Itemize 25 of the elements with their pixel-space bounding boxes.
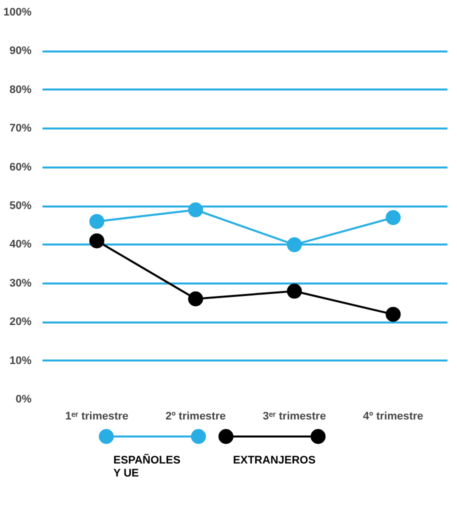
x-tick-label: 3ᵉʳ trimestre [262,410,326,422]
point [188,291,204,306]
y-tick-label: 100% [3,6,32,18]
point [386,210,401,226]
x-tick-label: 4º trimestre [363,410,424,422]
y-tick-label: 10% [9,354,32,367]
legend-label: ESPAÑOLES Y UE [113,454,180,480]
x-tick-label: 2º trimestre [165,410,226,422]
point [286,237,302,252]
legend-label: EXTRANJEROS [233,454,316,466]
y-tick-label: 80% [9,84,32,96]
point [89,233,104,248]
y-tick-label: 70% [9,122,32,135]
y-tick-label: 0% [16,394,32,406]
y-tick-label: 20% [9,316,32,328]
point [89,214,104,229]
y-tick-label: 90% [9,45,32,58]
y-tick-label: 30% [9,277,32,290]
point [386,306,401,322]
y-tick-label: 40% [9,238,32,251]
x-tick-label: 1ᵉʳ trimestre [65,410,128,422]
point [188,202,204,218]
y-tick-label: 50% [9,200,32,212]
point [286,284,302,299]
y-tick-label: 60% [9,161,32,174]
